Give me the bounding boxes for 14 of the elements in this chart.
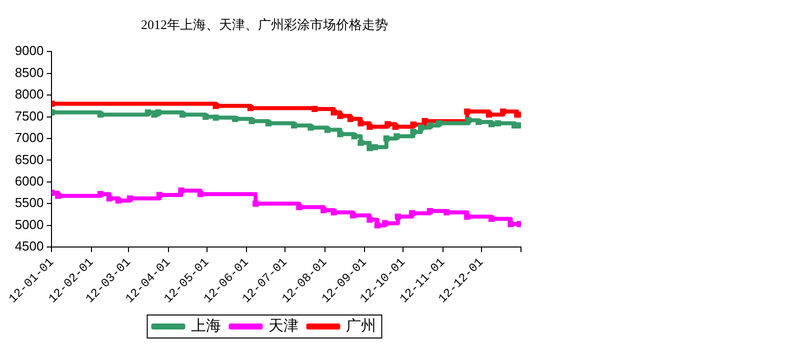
legend-label: 广州 <box>346 316 376 334</box>
y-tick-label: 6500 <box>14 152 44 167</box>
y-tick-label: 4500 <box>14 238 44 254</box>
legend-label: 上海 <box>190 316 221 334</box>
y-tick-label: 6000 <box>14 174 44 188</box>
y-tick-label: 5500 <box>14 195 44 210</box>
y-tick-label: 8000 <box>14 86 44 102</box>
y-tick-label: 9000 <box>14 43 44 58</box>
chart-title: 2012年上海、天津、广州彩涂市场价格走势 <box>141 17 388 32</box>
y-tick-label: 7000 <box>14 130 44 146</box>
legend-label: 天津 <box>268 316 298 334</box>
y-tick-label: 5000 <box>14 216 44 232</box>
y-tick-label: 7500 <box>14 108 44 124</box>
y-tick-label: 8500 <box>14 64 44 80</box>
